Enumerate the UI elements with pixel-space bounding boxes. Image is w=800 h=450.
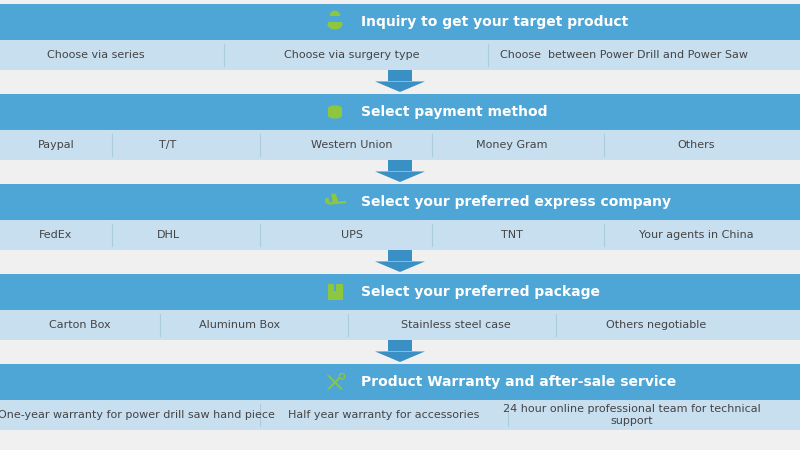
Bar	[328, 112, 342, 116]
Text: Select your preferred package: Select your preferred package	[361, 285, 600, 299]
Ellipse shape	[328, 105, 342, 110]
Text: Aluminum Box: Aluminum Box	[199, 320, 281, 330]
Text: TNT: TNT	[501, 230, 523, 240]
Bar	[0, 364, 800, 400]
Text: Your agents in China: Your agents in China	[638, 230, 754, 240]
Text: Others negotiable: Others negotiable	[606, 320, 706, 330]
Circle shape	[339, 374, 345, 379]
Text: Select your preferred express company: Select your preferred express company	[361, 195, 671, 209]
Text: Western Union: Western Union	[311, 140, 393, 150]
Text: Product Warranty and after-sale service: Product Warranty and after-sale service	[361, 375, 676, 389]
Bar	[0, 400, 800, 430]
Bar	[328, 108, 342, 112]
Bar	[0, 130, 800, 160]
Text: 24 hour online professional team for technical
support: 24 hour online professional team for tec…	[503, 404, 761, 426]
Polygon shape	[388, 70, 412, 81]
Ellipse shape	[327, 19, 342, 30]
Text: Select payment method: Select payment method	[361, 105, 547, 119]
Bar	[0, 94, 800, 130]
Bar	[0, 184, 800, 220]
Polygon shape	[388, 340, 412, 351]
Bar	[0, 4, 800, 40]
Polygon shape	[375, 81, 425, 92]
Text: DHL: DHL	[157, 230, 179, 240]
Polygon shape	[375, 261, 425, 272]
Polygon shape	[375, 351, 425, 362]
Text: Choose via series: Choose via series	[47, 50, 145, 60]
Text: FedEx: FedEx	[39, 230, 73, 240]
Bar	[326, 16, 344, 22]
Polygon shape	[326, 375, 343, 390]
Text: Paypal: Paypal	[38, 140, 74, 150]
Text: Inquiry to get your target product: Inquiry to get your target product	[361, 15, 628, 29]
Polygon shape	[325, 201, 346, 205]
Bar	[0, 310, 800, 340]
Bar	[0, 274, 800, 310]
Polygon shape	[388, 160, 412, 171]
Ellipse shape	[328, 110, 342, 114]
Circle shape	[341, 375, 343, 378]
Bar	[0, 220, 800, 250]
Text: Choose via surgery type: Choose via surgery type	[284, 50, 420, 60]
Text: Carton Box: Carton Box	[49, 320, 111, 330]
Polygon shape	[327, 290, 342, 300]
Ellipse shape	[328, 114, 342, 119]
Text: One-year warranty for power drill saw hand piece: One-year warranty for power drill saw ha…	[0, 410, 274, 420]
Text: Money Gram: Money Gram	[476, 140, 548, 150]
Polygon shape	[375, 171, 425, 182]
Polygon shape	[326, 375, 343, 390]
Text: UPS: UPS	[341, 230, 363, 240]
Polygon shape	[327, 284, 335, 290]
Text: Choose  between Power Drill and Power Saw: Choose between Power Drill and Power Saw	[500, 50, 748, 60]
Polygon shape	[326, 198, 330, 203]
Text: Others: Others	[678, 140, 714, 150]
Text: T/T: T/T	[159, 140, 177, 150]
Text: Half year warranty for accessories: Half year warranty for accessories	[288, 410, 480, 420]
Polygon shape	[335, 284, 342, 290]
Text: Stainless steel case: Stainless steel case	[401, 320, 511, 330]
Polygon shape	[388, 250, 412, 261]
Bar	[0, 40, 800, 70]
Circle shape	[330, 11, 339, 20]
Polygon shape	[331, 194, 338, 203]
